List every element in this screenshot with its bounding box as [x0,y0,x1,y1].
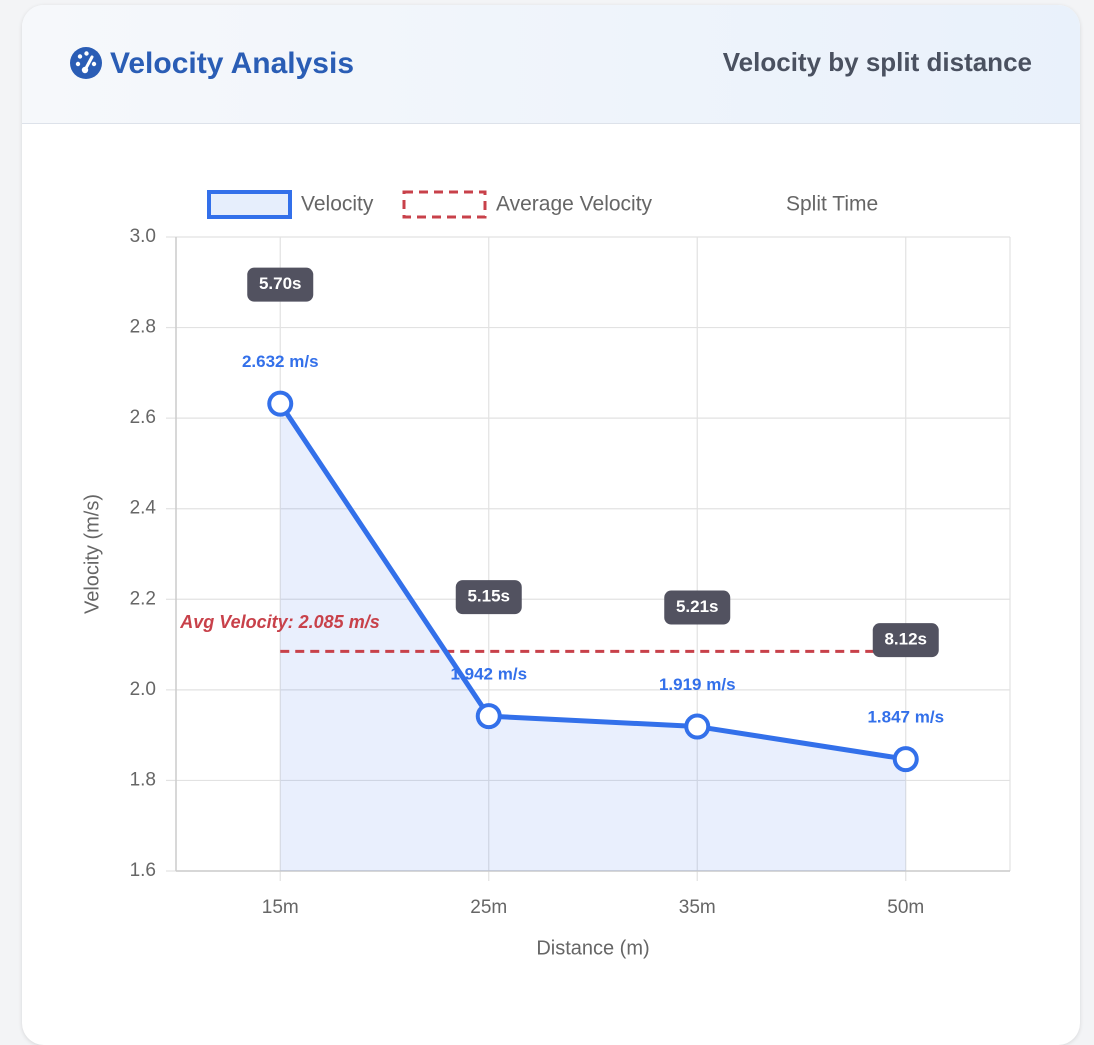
y-tick-label: 3.0 [130,226,156,247]
area [280,403,906,871]
card-header: Velocity Analysis Velocity by split dist… [22,5,1080,124]
point [684,713,711,740]
point [475,703,502,730]
value-label: 1.942 m/s [450,665,527,684]
split-badge [872,623,939,658]
point [892,746,919,773]
legend-label: Split Time [786,193,878,216]
x-tick-label: 35m [679,897,716,918]
split-badge [247,267,314,302]
page: Velocity Analysis Velocity by split dist… [22,5,1080,1045]
x-tick-label: 25m [470,897,507,918]
x-axis-label: Distance (m) [536,937,649,959]
legend-swatch [207,190,292,219]
y-tick-label: 1.6 [130,860,156,881]
y-tick-label: 2.2 [130,588,156,609]
split-label: 5.70s [259,274,302,293]
value-label: 1.847 m/s [867,708,944,727]
card-title: Velocity Analysis [110,47,355,80]
split-label: 8.12s [884,630,927,649]
gauge-icon [70,47,102,79]
legend-label: Velocity [301,193,374,216]
value-label: 1.919 m/s [659,675,736,694]
y-axis-label: Velocity (m/s) [81,494,103,614]
split-badge [664,590,731,625]
value-label: 2.632 m/s [242,352,319,371]
y-tick-label: 2.4 [130,498,157,519]
split-label: 5.15s [467,587,510,606]
chart: 1.6 1.8 2.0 2.2 2.4 2.6 2.8 3.0 15m 25m 35m 50m Dist… [81,190,1011,959]
y-tick-label: 2.8 [130,317,156,338]
split-badge [455,580,522,615]
card-subtitle: Velocity by split distance [722,47,1032,77]
legend-label: Average Velocity [496,193,653,216]
y-tick-label: 2.0 [130,679,156,700]
split-label: 5.21s [676,597,719,616]
y-tick-label: 1.8 [130,769,156,790]
average-label: Avg Velocity: 2.085 m/s [179,612,379,632]
y-tick-label: 2.6 [130,407,156,428]
point [267,390,294,417]
legend-swatch [402,190,487,219]
line [278,402,907,762]
x-tick-label: 15m [262,897,299,918]
x-tick-label: 50m [887,897,924,918]
